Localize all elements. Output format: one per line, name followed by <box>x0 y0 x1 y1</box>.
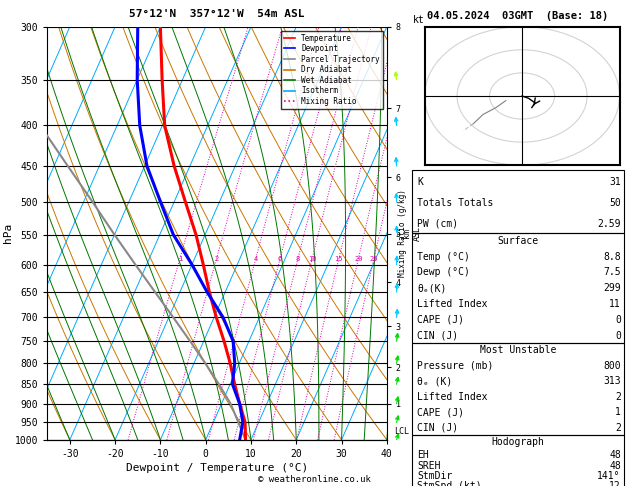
Text: Hodograph: Hodograph <box>491 437 545 447</box>
Text: Most Unstable: Most Unstable <box>480 345 556 355</box>
Text: 57°12'N  357°12'W  54m ASL: 57°12'N 357°12'W 54m ASL <box>129 9 305 19</box>
Text: 20: 20 <box>354 256 362 262</box>
Text: Totals Totals: Totals Totals <box>417 198 493 208</box>
Text: CAPE (J): CAPE (J) <box>417 315 464 325</box>
X-axis label: Dewpoint / Temperature (°C): Dewpoint / Temperature (°C) <box>126 463 308 473</box>
Text: LCL: LCL <box>394 427 409 435</box>
Text: 313: 313 <box>603 376 621 386</box>
Text: 1: 1 <box>177 256 182 262</box>
Text: 4: 4 <box>253 256 258 262</box>
Text: 50: 50 <box>609 198 621 208</box>
Text: 25: 25 <box>370 256 378 262</box>
Text: StmDir: StmDir <box>417 471 452 481</box>
Text: EH: EH <box>417 450 429 460</box>
Text: K: K <box>417 177 423 187</box>
Text: 15: 15 <box>335 256 343 262</box>
Text: 2: 2 <box>615 392 621 402</box>
Text: Dewp (°C): Dewp (°C) <box>417 267 470 278</box>
Text: 8.8: 8.8 <box>603 252 621 261</box>
Legend: Temperature, Dewpoint, Parcel Trajectory, Dry Adiabat, Wet Adiabat, Isotherm, Mi: Temperature, Dewpoint, Parcel Trajectory… <box>281 31 383 109</box>
Text: 12: 12 <box>609 481 621 486</box>
Text: θₑ(K): θₑ(K) <box>417 283 447 293</box>
Text: © weatheronline.co.uk: © weatheronline.co.uk <box>258 475 371 484</box>
Text: 0: 0 <box>615 330 621 341</box>
Text: 1: 1 <box>615 407 621 417</box>
Text: SREH: SREH <box>417 461 440 470</box>
Y-axis label: hPa: hPa <box>3 223 13 243</box>
Text: Lifted Index: Lifted Index <box>417 299 487 309</box>
Text: 2: 2 <box>615 423 621 433</box>
Text: StmSpd (kt): StmSpd (kt) <box>417 481 482 486</box>
Text: 48: 48 <box>609 450 621 460</box>
Text: Surface: Surface <box>498 236 538 245</box>
Text: PW (cm): PW (cm) <box>417 219 458 229</box>
Text: CIN (J): CIN (J) <box>417 423 458 433</box>
Text: θₑ (K): θₑ (K) <box>417 376 452 386</box>
Text: 6: 6 <box>278 256 282 262</box>
Text: 2.59: 2.59 <box>598 219 621 229</box>
Text: Lifted Index: Lifted Index <box>417 392 487 402</box>
Text: Temp (°C): Temp (°C) <box>417 252 470 261</box>
Text: 10: 10 <box>308 256 316 262</box>
Y-axis label: km
ASL: km ASL <box>403 226 421 241</box>
Text: 141°: 141° <box>598 471 621 481</box>
Text: CAPE (J): CAPE (J) <box>417 407 464 417</box>
Text: 04.05.2024  03GMT  (Base: 18): 04.05.2024 03GMT (Base: 18) <box>426 11 608 21</box>
Text: 7.5: 7.5 <box>603 267 621 278</box>
Text: 48: 48 <box>609 461 621 470</box>
Text: kt: kt <box>413 15 425 25</box>
Text: 0: 0 <box>615 315 621 325</box>
Text: Pressure (mb): Pressure (mb) <box>417 361 493 371</box>
Text: 11: 11 <box>609 299 621 309</box>
Text: 800: 800 <box>603 361 621 371</box>
Text: 8: 8 <box>296 256 300 262</box>
Text: 2: 2 <box>214 256 218 262</box>
Text: 31: 31 <box>609 177 621 187</box>
Text: Mixing Ratio (g/kg): Mixing Ratio (g/kg) <box>398 190 407 277</box>
Text: 299: 299 <box>603 283 621 293</box>
Text: CIN (J): CIN (J) <box>417 330 458 341</box>
